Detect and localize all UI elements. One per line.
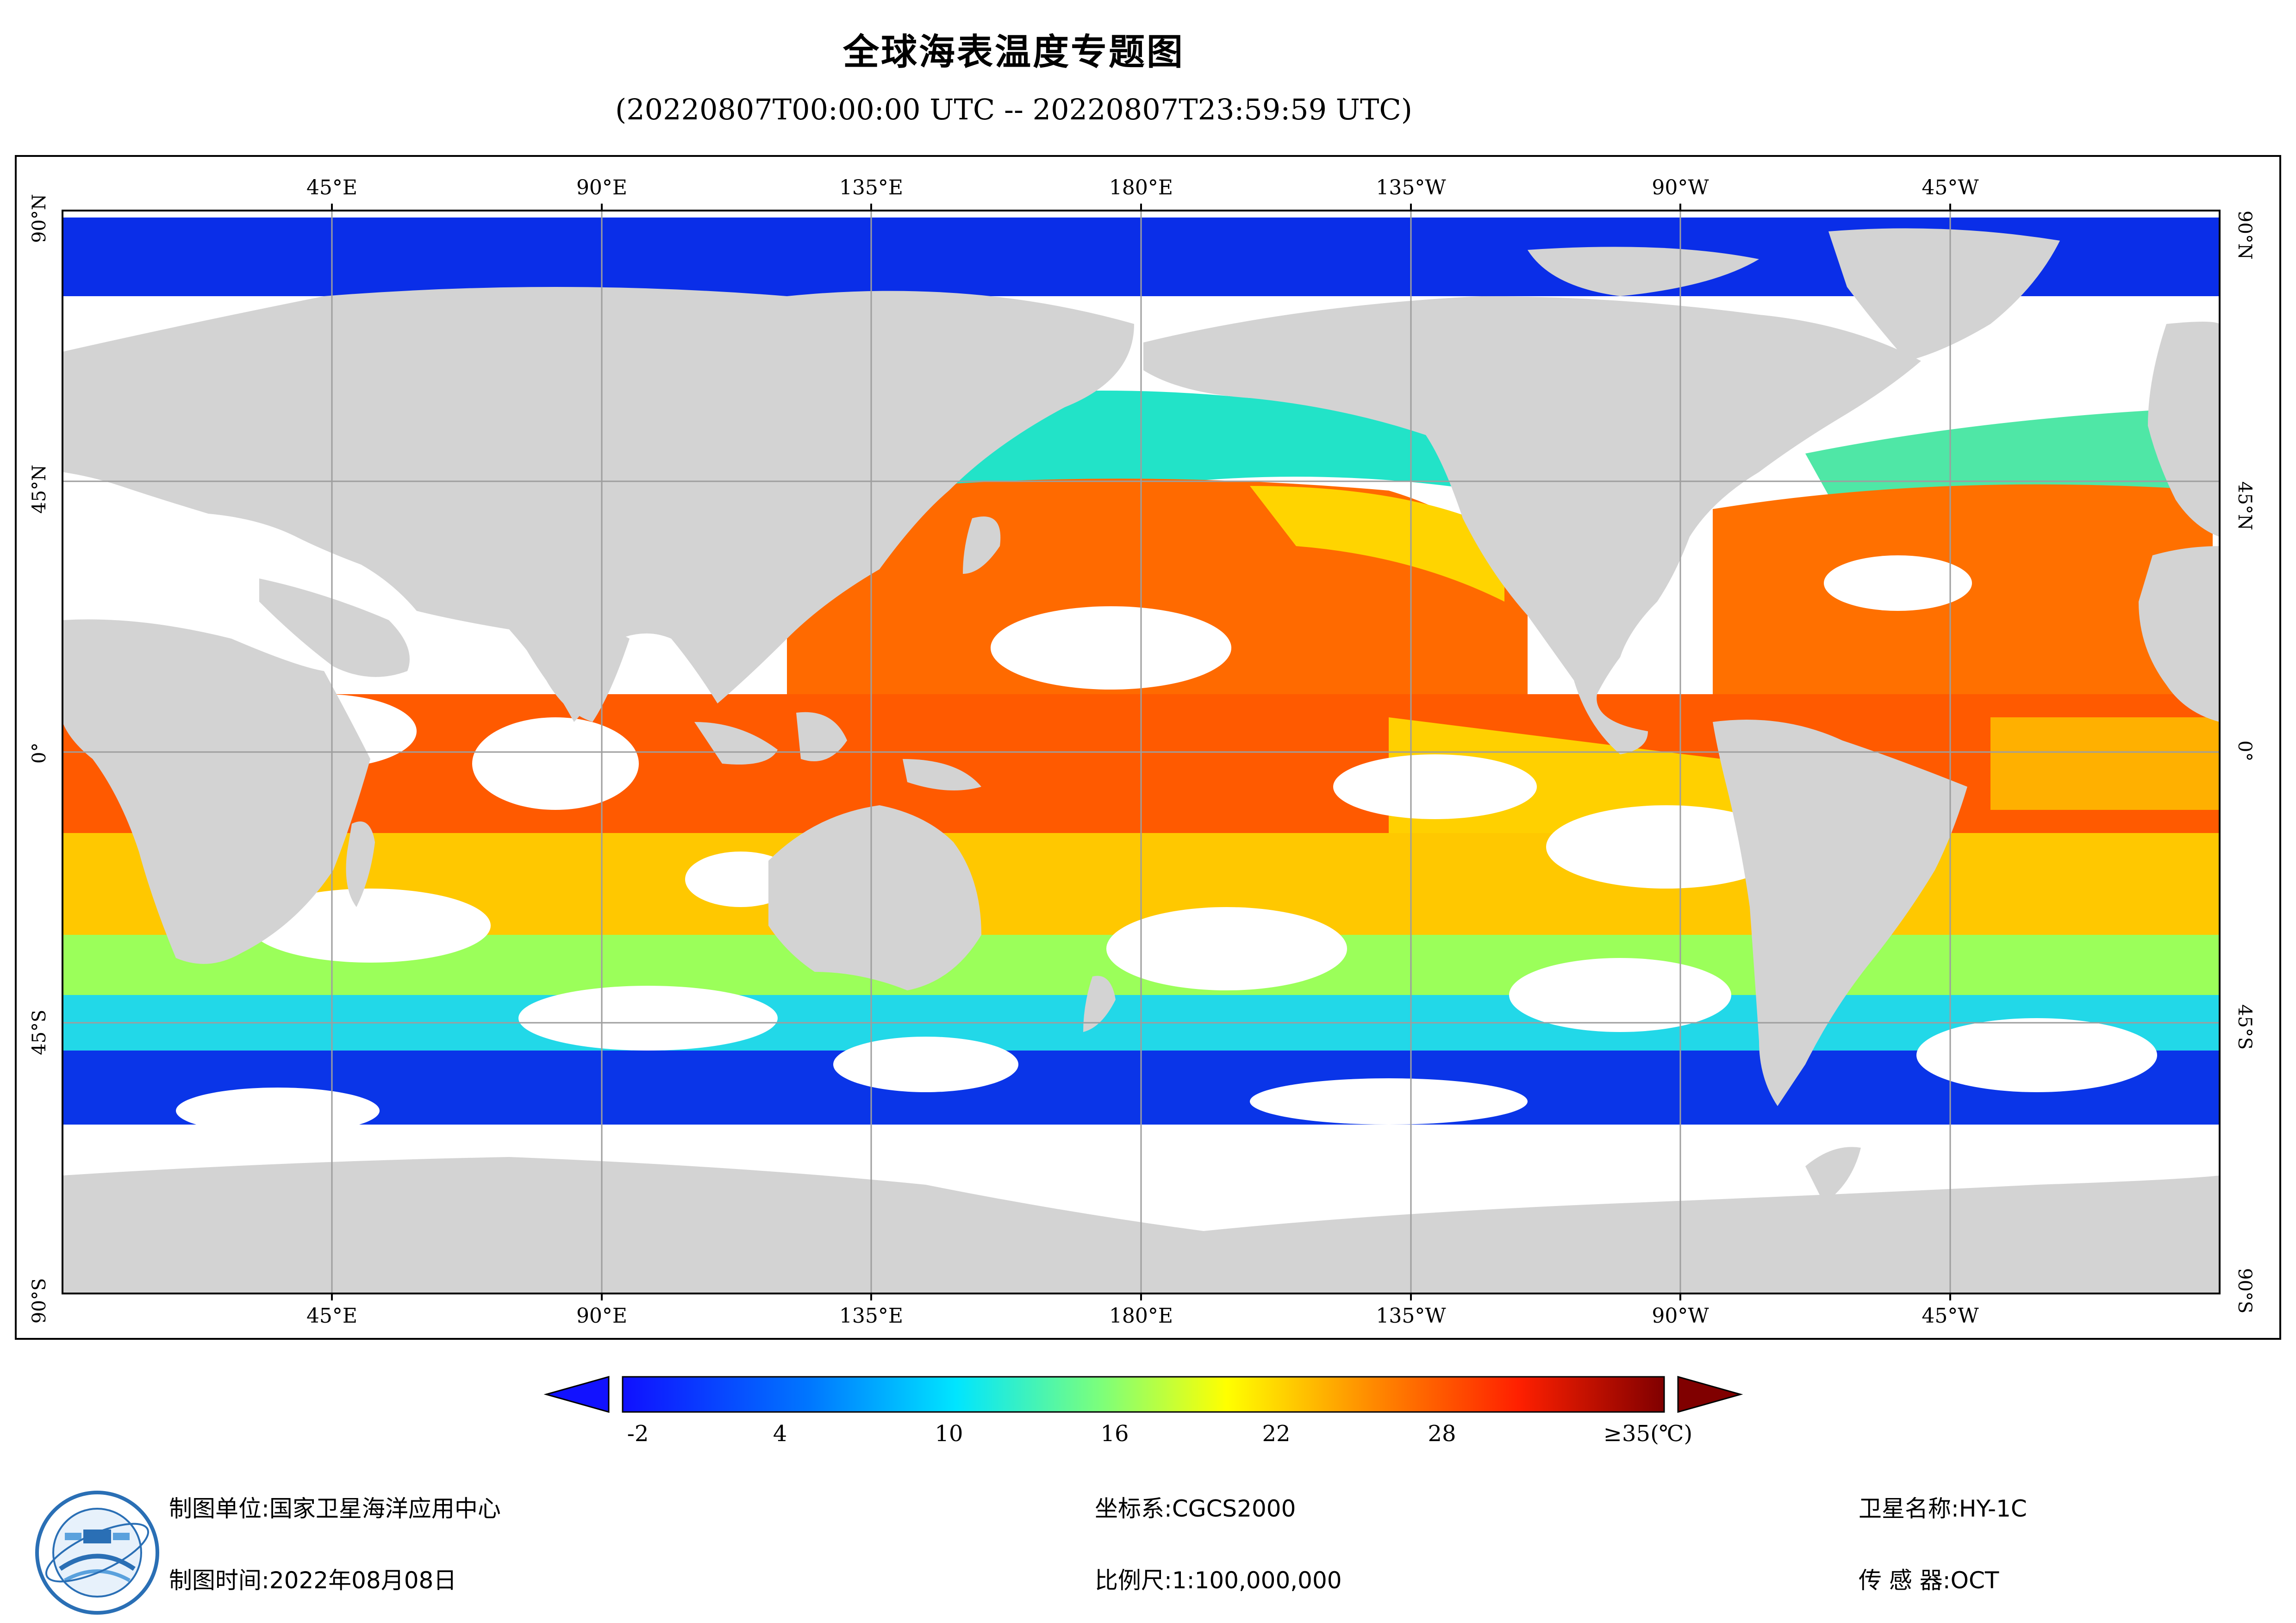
lon-label-bottom: 45°W: [1922, 1304, 1979, 1328]
lat-label-left: 45°N: [29, 465, 50, 514]
land-new-zealand: [1083, 976, 1116, 1032]
map-ticks: [331, 204, 1951, 1300]
map-content: [62, 211, 2220, 1293]
land-eurasia: [62, 287, 1134, 722]
graticule: [62, 211, 2220, 1293]
scale-label: 比例尺:1:100,000,000: [1095, 1567, 1342, 1594]
land-japan: [963, 516, 1001, 574]
satellite-agency-logo-icon: [35, 1491, 159, 1615]
land-north-america: [1143, 296, 1921, 754]
lon-label-top: 90°W: [1652, 176, 1709, 199]
land-greenland: [1828, 228, 2060, 361]
lon-label-top: 180°E: [1109, 176, 1173, 199]
colorbar-max-arrow: [1677, 1376, 1743, 1413]
lat-label-right: 0°: [2234, 740, 2255, 762]
lon-label-top: 135°E: [839, 176, 904, 199]
lat-label-left: 45°S: [29, 1009, 50, 1055]
land-new-guinea: [903, 759, 981, 790]
lat-label-left: 0°: [29, 742, 50, 764]
colorbar-gradient: [622, 1376, 1665, 1413]
lat-label-right: 90°S: [2234, 1268, 2255, 1314]
land-australia: [768, 805, 981, 990]
colorbar-tick-label: 22: [1262, 1421, 1291, 1447]
land-sea-islands: [694, 722, 778, 765]
colorbar-tick-label: 28: [1428, 1421, 1456, 1447]
sst-band-north-warm-pacific-yellow: [1250, 486, 1504, 602]
land-europe-west: [2148, 322, 2220, 537]
lon-label-bottom: 180°E: [1109, 1304, 1173, 1328]
colorbar-tick-label: ≥35(℃): [1603, 1421, 1693, 1447]
colorbar-tick-label: 16: [1100, 1421, 1129, 1447]
map-frame: [15, 155, 2281, 1340]
land-borneo: [796, 712, 847, 761]
sensor-label: 传 感 器:OCT: [1859, 1567, 1999, 1594]
lon-label-bottom: 90°E: [576, 1304, 628, 1328]
sst-band-equatorial-atlantic: [1990, 717, 2220, 810]
cloud-gaps: [176, 523, 2157, 1134]
lon-label-top: 45°W: [1922, 176, 1979, 199]
page-title: 全球海表温度专题图: [842, 31, 1185, 73]
lon-label-top: 135°W: [1376, 176, 1446, 199]
lon-label-bottom: 135°W: [1376, 1304, 1446, 1328]
date-label: 制图时间:2022年08月08日: [169, 1567, 457, 1594]
lon-label-bottom: 45°E: [306, 1304, 358, 1328]
lat-label-right: 45°S: [2234, 1004, 2255, 1050]
land-india: [509, 615, 630, 722]
lat-label-left: 90°S: [29, 1278, 50, 1324]
colorbar-tick-label: 4: [773, 1421, 787, 1447]
land-arabia: [259, 578, 410, 677]
time-range: (20220807T00:00:00 UTC -- 20220807T23:59…: [615, 93, 1412, 126]
lat-label-left: 90°N: [29, 194, 50, 243]
crs-label: 坐标系:CGCS2000: [1095, 1495, 1296, 1522]
colorbar-min-arrow: [543, 1376, 610, 1413]
colorbar-tick-label: -2: [627, 1421, 649, 1447]
land-arctic-islands: [1528, 247, 1759, 296]
lat-label-right: 45°N: [2234, 481, 2255, 530]
land-antarctic-peninsula: [1805, 1147, 1861, 1203]
satellite-label: 卫星名称:HY-1C: [1859, 1495, 2027, 1522]
lon-label-bottom: 90°W: [1652, 1304, 1709, 1328]
lon-label-bottom: 135°E: [839, 1304, 904, 1328]
sst-band-subpolar-atlantic: [1805, 407, 2213, 497]
colorbar-tick-label: 10: [935, 1421, 963, 1447]
lon-label-top: 90°E: [576, 176, 628, 199]
land-africa-west: [2139, 546, 2220, 722]
land-south-america: [1713, 720, 1967, 1106]
org-label: 制图单位:国家卫星海洋应用中心: [169, 1495, 501, 1522]
colorbar: [543, 1376, 1743, 1413]
land-madagascar: [346, 821, 375, 907]
land-africa: [62, 619, 370, 964]
lon-label-top: 45°E: [306, 176, 358, 199]
lat-label-right: 90°N: [2234, 211, 2255, 260]
